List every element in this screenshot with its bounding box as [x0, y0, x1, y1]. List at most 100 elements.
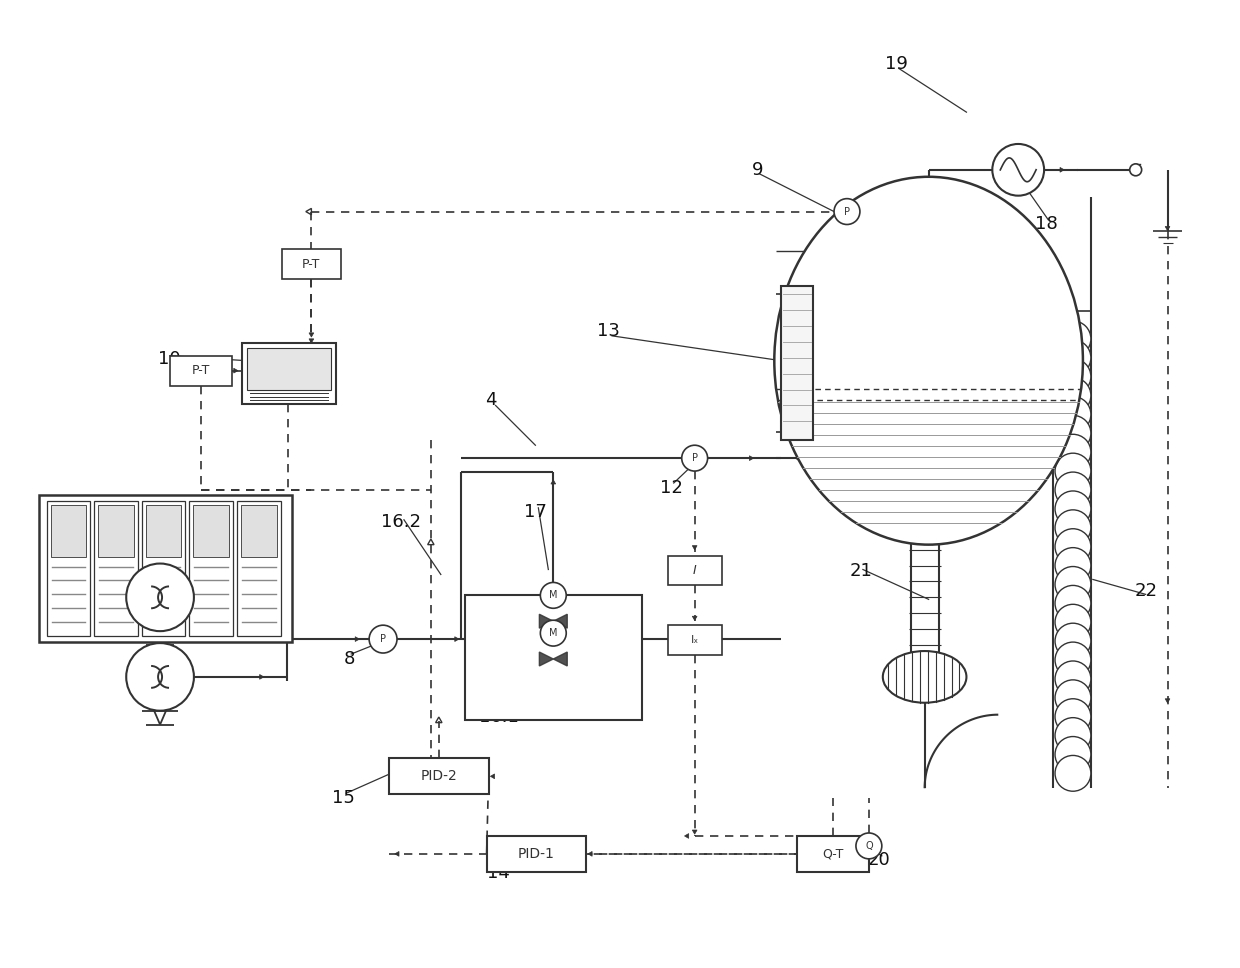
Circle shape	[1055, 491, 1091, 527]
Circle shape	[1055, 415, 1091, 451]
Polygon shape	[259, 595, 264, 600]
Circle shape	[1055, 566, 1091, 602]
Bar	[38, 495, 293, 642]
Circle shape	[682, 445, 708, 471]
Text: PID-2: PID-2	[420, 770, 458, 783]
Polygon shape	[539, 652, 553, 666]
Circle shape	[1130, 164, 1142, 176]
Bar	[781, 287, 813, 440]
Bar	[797, 836, 869, 872]
Text: Q-T: Q-T	[822, 847, 843, 861]
Text: Iₓ: Iₓ	[691, 635, 699, 645]
Polygon shape	[455, 637, 459, 642]
Polygon shape	[553, 652, 567, 666]
Text: 21: 21	[849, 562, 873, 581]
Polygon shape	[233, 368, 238, 373]
Text: 20: 20	[868, 851, 890, 869]
Circle shape	[1055, 604, 1091, 640]
Text: 2: 2	[149, 583, 160, 600]
Bar	[241, 505, 277, 557]
Text: PID-1: PID-1	[518, 847, 554, 861]
Text: 16.2: 16.2	[381, 513, 422, 530]
Text: 22: 22	[1135, 583, 1157, 600]
Text: 11: 11	[50, 513, 72, 530]
Polygon shape	[394, 852, 399, 857]
Text: 9: 9	[751, 161, 763, 179]
Text: P: P	[844, 206, 849, 217]
Polygon shape	[1060, 167, 1064, 172]
Text: 10: 10	[157, 349, 180, 368]
Circle shape	[1055, 661, 1091, 697]
Polygon shape	[1166, 227, 1169, 230]
Text: P: P	[381, 634, 386, 644]
Circle shape	[835, 198, 859, 225]
Polygon shape	[259, 675, 264, 680]
Bar	[146, 505, 181, 557]
Circle shape	[1055, 510, 1091, 546]
Text: 1: 1	[1053, 302, 1064, 320]
Circle shape	[1055, 397, 1091, 433]
Circle shape	[856, 833, 882, 859]
Circle shape	[1055, 642, 1091, 678]
Circle shape	[370, 625, 397, 653]
Text: 4: 4	[485, 391, 496, 409]
Circle shape	[1055, 623, 1091, 659]
Text: 8: 8	[343, 650, 355, 668]
Polygon shape	[618, 637, 622, 642]
Polygon shape	[355, 637, 360, 642]
Text: M: M	[549, 628, 558, 638]
Bar	[668, 625, 722, 655]
Circle shape	[1055, 680, 1091, 715]
Circle shape	[1055, 472, 1091, 508]
Text: 16.1: 16.1	[479, 708, 518, 726]
Circle shape	[1055, 586, 1091, 621]
Bar	[51, 505, 87, 557]
Bar	[94, 500, 138, 636]
Polygon shape	[309, 339, 314, 343]
Ellipse shape	[883, 651, 966, 703]
Circle shape	[126, 643, 193, 711]
Ellipse shape	[774, 177, 1083, 545]
Polygon shape	[749, 456, 754, 461]
Circle shape	[1055, 717, 1091, 753]
Text: P-T: P-T	[192, 364, 210, 378]
Polygon shape	[692, 446, 697, 450]
Text: 17: 17	[525, 502, 547, 521]
Circle shape	[541, 620, 567, 646]
Polygon shape	[490, 774, 495, 778]
Text: I: I	[693, 564, 697, 577]
Bar	[141, 500, 185, 636]
Polygon shape	[692, 830, 697, 834]
Bar	[193, 505, 229, 557]
Bar	[465, 595, 642, 719]
Circle shape	[1055, 548, 1091, 584]
Circle shape	[541, 583, 567, 608]
Circle shape	[1055, 755, 1091, 791]
Polygon shape	[1166, 699, 1169, 703]
Bar	[242, 343, 336, 405]
Bar	[237, 500, 280, 636]
Polygon shape	[692, 546, 697, 550]
Polygon shape	[588, 852, 593, 857]
Text: M: M	[549, 590, 558, 600]
Bar	[247, 348, 331, 389]
Polygon shape	[870, 852, 875, 857]
Bar	[486, 836, 587, 872]
Text: 18: 18	[1034, 215, 1058, 232]
Polygon shape	[553, 615, 567, 628]
Circle shape	[1055, 529, 1091, 564]
Text: 14: 14	[487, 863, 510, 882]
Circle shape	[1055, 435, 1091, 470]
Text: 13: 13	[596, 322, 620, 340]
Polygon shape	[684, 833, 688, 838]
Circle shape	[1055, 699, 1091, 735]
Polygon shape	[539, 615, 553, 628]
Text: P: P	[692, 453, 698, 463]
Polygon shape	[309, 333, 314, 337]
Text: 12: 12	[661, 479, 683, 497]
Text: Q: Q	[866, 841, 873, 851]
Text: P-T: P-T	[303, 257, 321, 271]
Circle shape	[1055, 378, 1091, 413]
Circle shape	[1055, 359, 1091, 395]
Circle shape	[126, 563, 193, 631]
